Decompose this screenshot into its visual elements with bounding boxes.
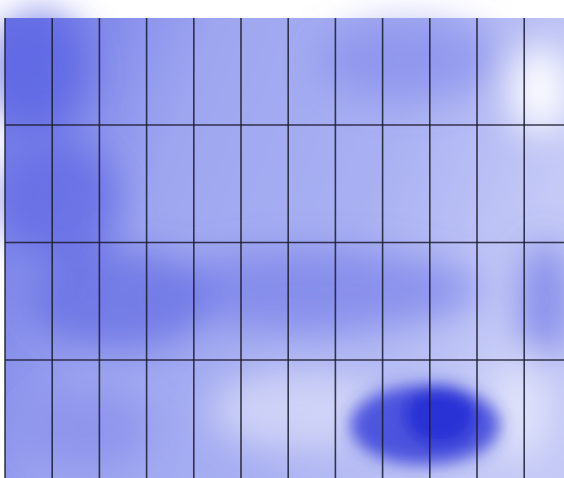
luminance-patches <box>0 10 564 470</box>
dark-region <box>350 385 500 465</box>
cell-grid <box>4 18 564 478</box>
cells <box>0 10 564 478</box>
